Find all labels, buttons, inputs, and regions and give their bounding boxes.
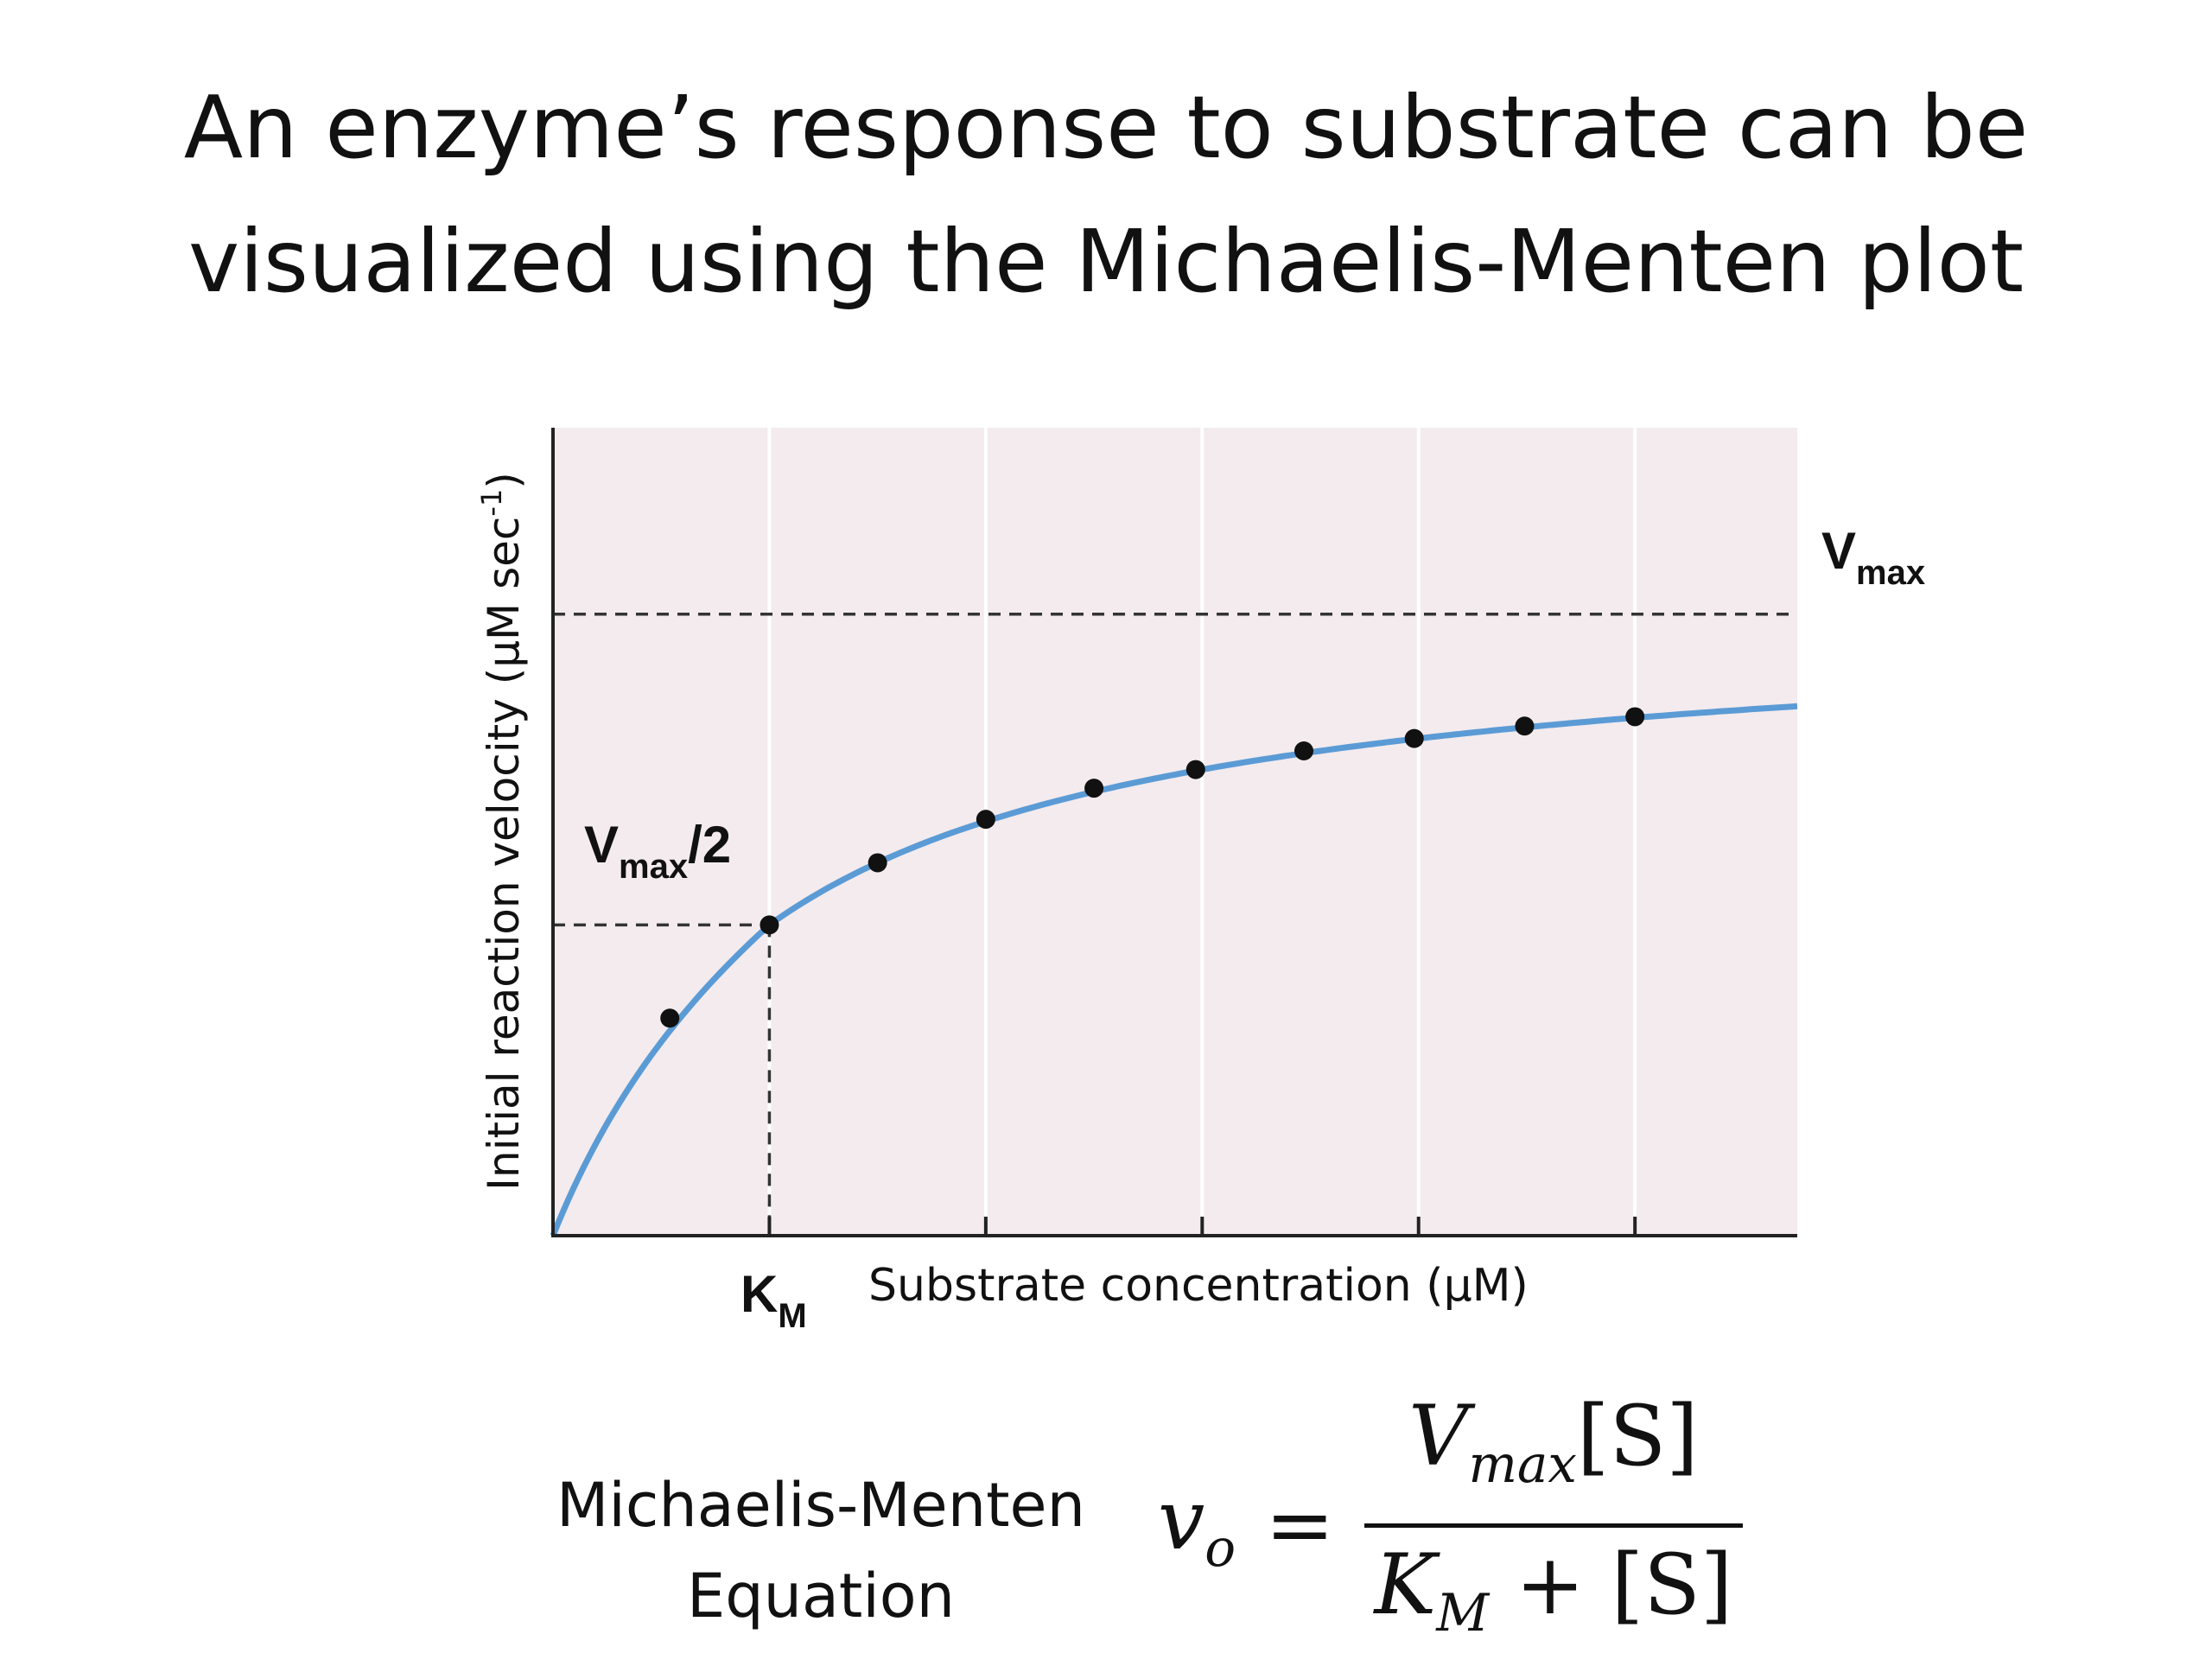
data-point-6 — [1185, 760, 1205, 779]
data-point-4 — [976, 810, 995, 830]
km-label-main: K — [741, 1265, 778, 1323]
equation-den-sub: M — [1436, 1583, 1490, 1644]
vmax-label-sub: max — [1856, 554, 1925, 592]
data-point-2 — [760, 915, 779, 935]
equation-lhs-sub: o — [1205, 1519, 1236, 1580]
y-axis-label-close: ) — [479, 472, 529, 489]
reference-lines — [553, 613, 1797, 1236]
equation-lhs-var: v — [1158, 1471, 1205, 1568]
equation-fraction: Vmax[S] KM + [S] — [1363, 1384, 1744, 1666]
equation-num-sub: max — [1468, 1435, 1577, 1496]
data-point-10 — [1625, 707, 1645, 727]
michaelis-menten-equation: vo = Vmax[S] KM + [S] — [1158, 1388, 1744, 1644]
half-vmax-label: Vmax/2 — [584, 816, 731, 886]
plot-background — [553, 428, 1797, 1236]
data-points — [660, 707, 1645, 1028]
km-label-sub: M — [778, 1297, 806, 1335]
x-axis-ticks — [767, 1217, 1637, 1236]
data-point-1 — [660, 1008, 680, 1028]
y-axis-label: Initial reaction velocity (µM sec-1) — [475, 472, 529, 1191]
equation-lhs: vo — [1158, 1472, 1236, 1579]
equation-label: Michaelis-Menten Equation — [510, 1460, 1132, 1642]
data-point-5 — [1084, 779, 1104, 798]
y-axis-label-sup: -1 — [475, 489, 508, 517]
half-vmax-label-sub: max — [619, 848, 688, 886]
slide-title-line-2: visualized using the Michaelis-Menten pl… — [188, 211, 2024, 312]
slide-title-line-1: An enzyme’s response to substrate can be — [183, 77, 2029, 178]
half-vmax-label-main: V — [584, 816, 619, 874]
x-axis-label: Substrate concentration (µM) — [868, 1260, 1529, 1312]
equation-fraction-bar — [1363, 1523, 1744, 1528]
y-axis-label-main: Initial reaction velocity (µM sec — [479, 517, 529, 1191]
equation-label-line-1: Michaelis-Menten — [556, 1470, 1085, 1541]
equation-label-line-2: Equation — [686, 1561, 955, 1631]
data-point-9 — [1515, 716, 1535, 736]
data-point-7 — [1294, 741, 1314, 760]
vmax-label: Vmax — [1821, 522, 1925, 592]
equation-numerator: Vmax[S] — [1398, 1384, 1708, 1523]
equation-den-rest: + [S] — [1489, 1536, 1733, 1633]
km-label: KM — [741, 1265, 807, 1335]
vmax-label-main: V — [1821, 522, 1856, 580]
slide-title: An enzyme’s response to substrate can be… — [0, 60, 2212, 328]
grid-lines — [767, 428, 1637, 1236]
equation-equals-sign: = — [1265, 1477, 1335, 1574]
michaelis-menten-chart: Vmax Vmax/2 KM Substrate concentration (… — [475, 428, 1925, 1335]
data-point-3 — [868, 853, 887, 873]
michaelis-menten-curve — [550, 703, 1798, 1237]
half-vmax-label-rest: /2 — [688, 816, 731, 874]
data-point-8 — [1404, 728, 1424, 748]
equation-denominator: KM + [S] — [1364, 1528, 1744, 1666]
equation-num-rest: [S] — [1576, 1388, 1699, 1485]
equation-den-var: K — [1374, 1536, 1437, 1633]
equation-num-var: V — [1408, 1388, 1469, 1485]
